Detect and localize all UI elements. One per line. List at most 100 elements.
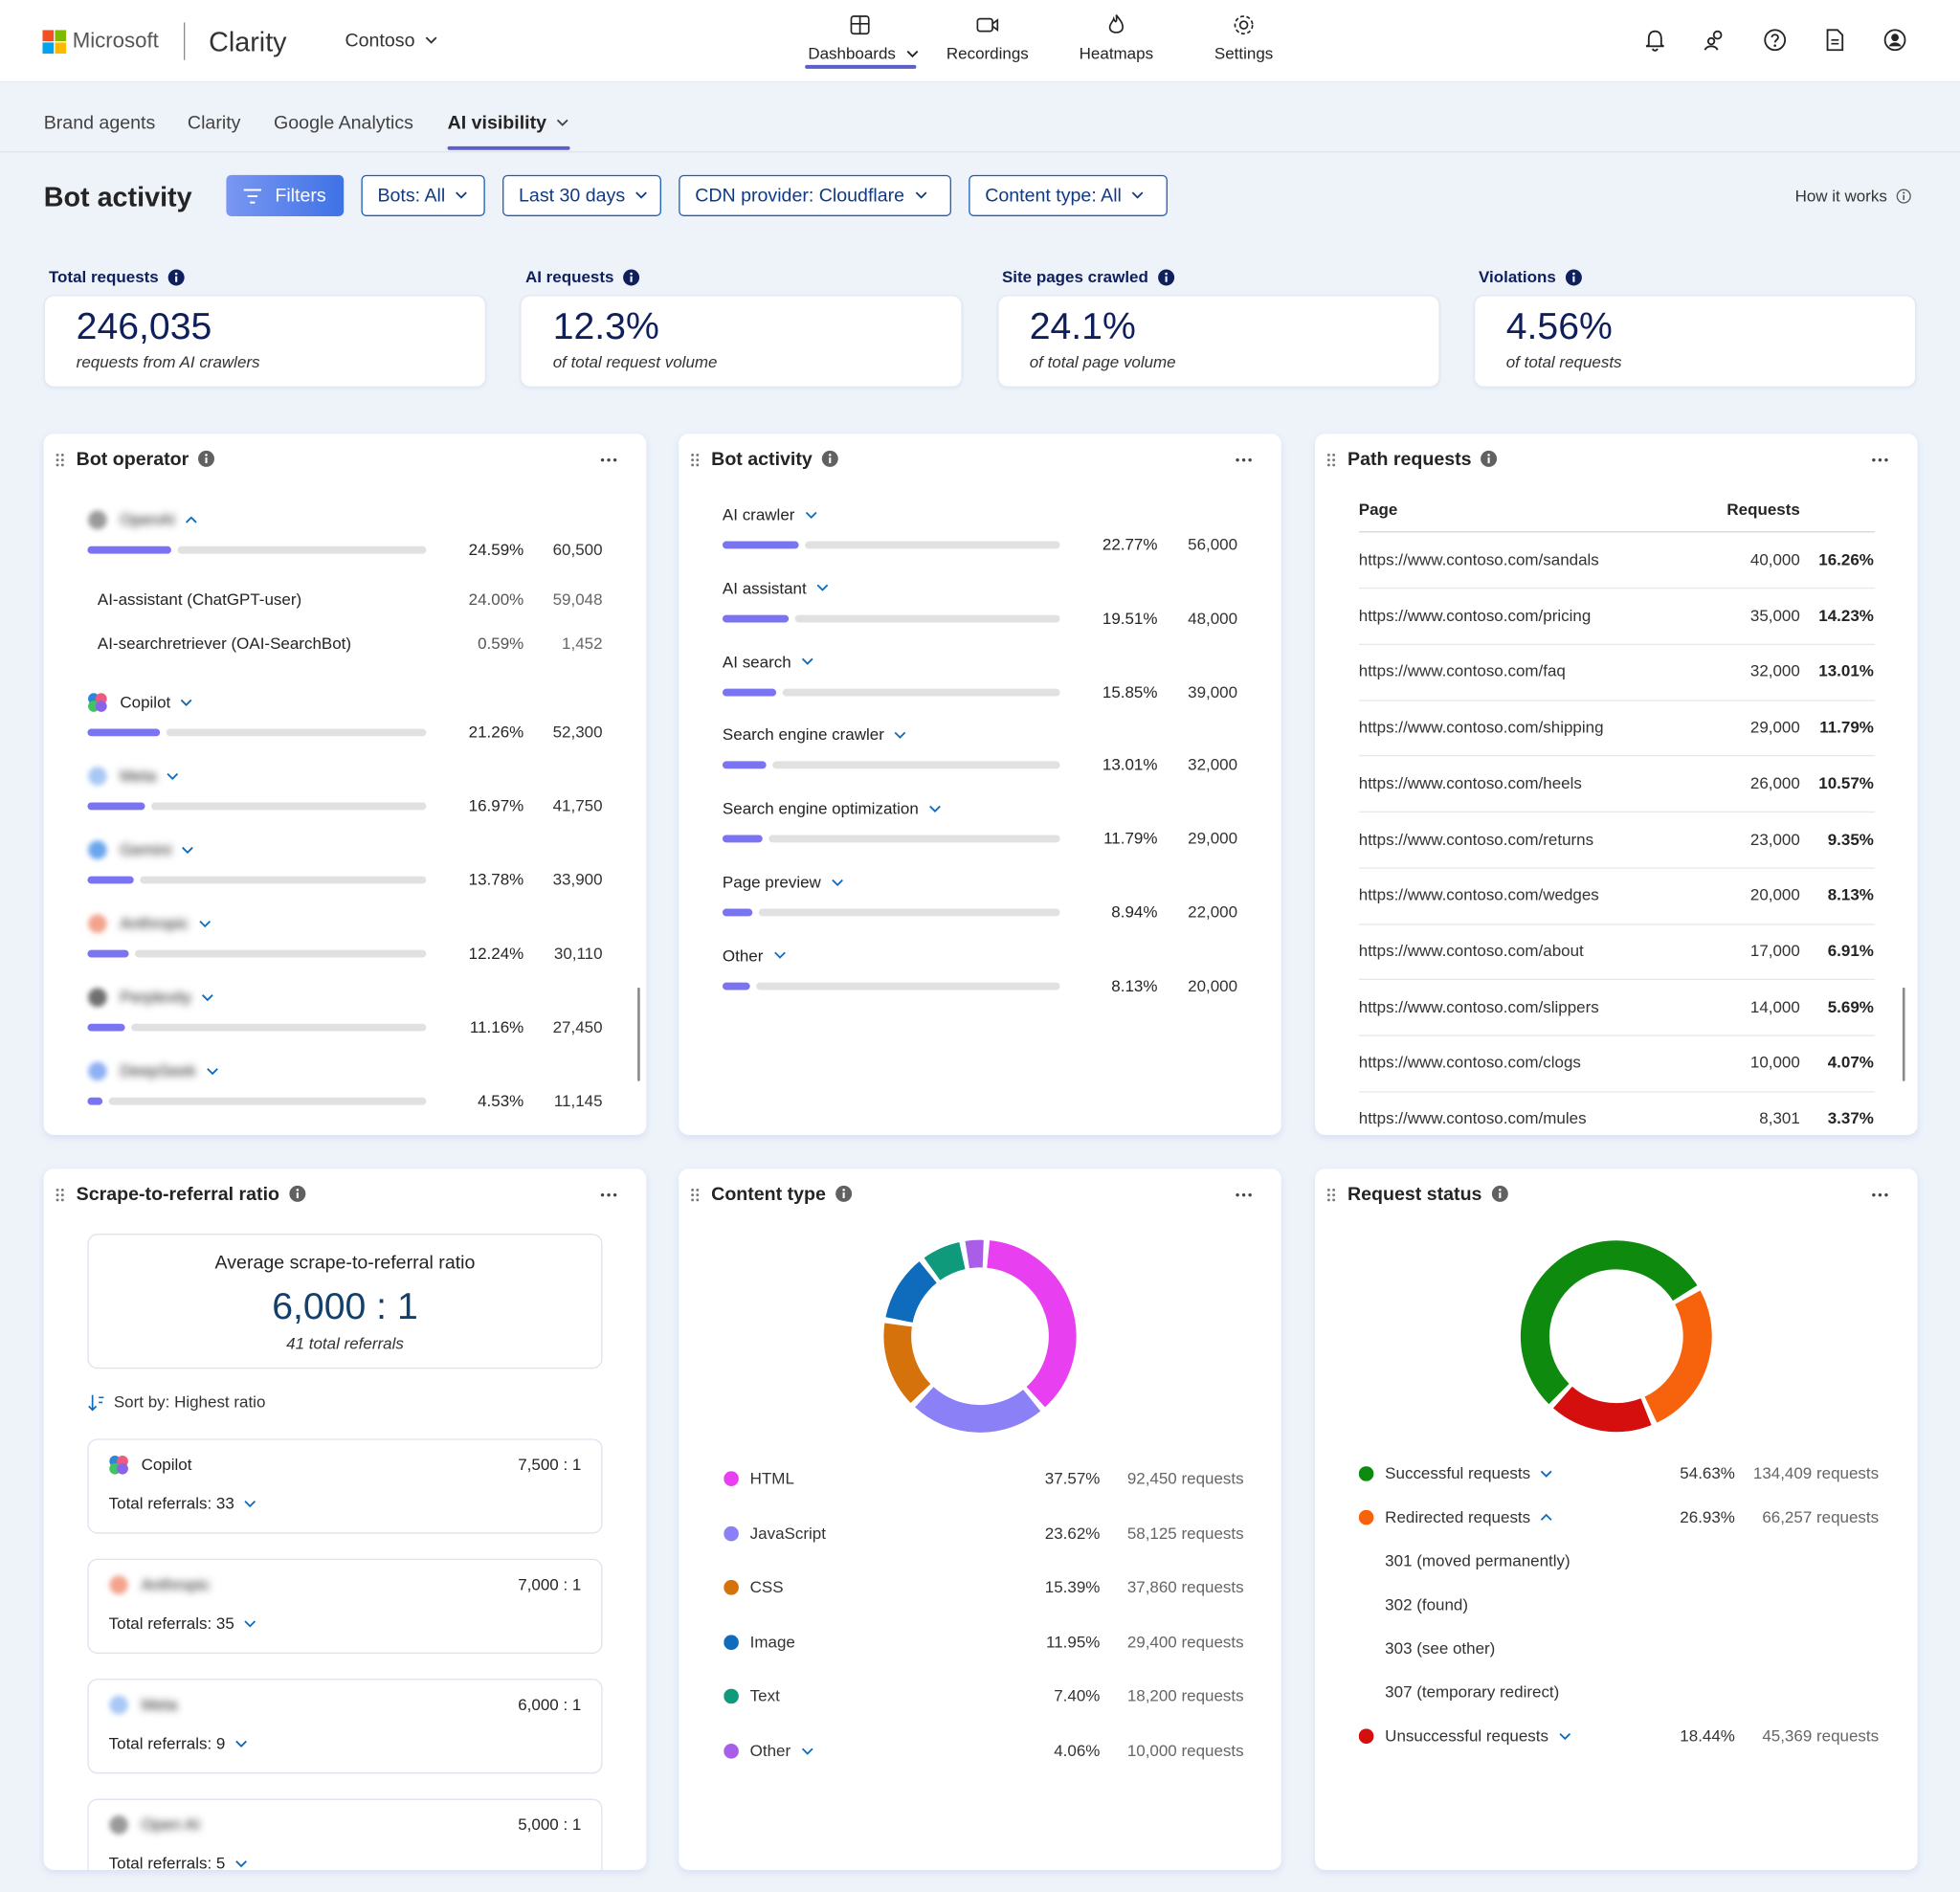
chevron[interactable] [1539,1509,1554,1525]
chevron[interactable] [179,695,194,710]
drag-handle[interactable] [1326,1188,1336,1203]
more-menu-part [1878,457,1882,462]
nav-item[interactable]: Recordings [946,43,1029,63]
chevron[interactable] [424,33,439,48]
nav-icon[interactable] [1233,13,1256,36]
drag-handle[interactable] [690,453,700,468]
more-menu[interactable] [1235,456,1252,464]
drag-handle-part [1332,1198,1336,1202]
kpi-card [43,295,487,388]
filters-button[interactable] [226,174,345,216]
chevron[interactable] [555,115,570,130]
chevron[interactable] [830,875,845,890]
chevron[interactable] [804,507,819,523]
referral-count: Total referrals: 5 [109,1851,250,1876]
how-it-works-link[interactable]: How it works [1795,184,1911,209]
filter-dropdown[interactable] [502,174,661,216]
chevron[interactable] [184,512,199,527]
filters-label[interactable]: Filters [275,185,326,207]
nav-icon[interactable] [1105,13,1128,36]
chevron[interactable] [454,188,469,203]
header-icon[interactable] [1763,28,1788,53]
drag-handle[interactable] [55,1188,64,1203]
chevron[interactable] [913,188,928,203]
chevron[interactable] [634,188,649,203]
nav-item[interactable]: Dashboards [364,41,1364,66]
chevron[interactable] [1130,188,1146,203]
filter-dropdown[interactable] [361,174,485,216]
chevron[interactable] [1557,1728,1572,1744]
operator-icon [109,1815,128,1835]
operator-count: 30,110 [553,944,603,963]
chevron[interactable] [243,1615,258,1631]
filter-dropdown[interactable] [679,174,951,216]
microsoft-logo [42,30,67,55]
operator-percent: 24.59% [468,540,524,559]
chevron-part [831,879,843,886]
chevron[interactable] [234,1736,250,1751]
chevron[interactable] [200,990,215,1005]
nav-item[interactable]: Settings [1214,43,1274,63]
more-menu[interactable] [600,1191,617,1199]
chevron[interactable] [893,727,908,743]
filter-dropdown-label[interactable]: CDN provider: Cloudflare [695,184,928,209]
legend-dot-part [724,1744,739,1759]
tab[interactable]: AI visibility [448,111,570,136]
request-percent: 16.26% [1818,549,1874,569]
drag-handle[interactable] [1326,453,1336,468]
drag-handle-part [691,1188,695,1191]
activity-count: 39,000 [1188,681,1238,701]
bar-track [176,545,427,554]
project-switcher[interactable]: Contoso [345,29,438,54]
header-icon[interactable] [1703,28,1727,53]
chevron-part [801,657,813,666]
nav-icon[interactable] [849,13,872,36]
panel-title: Request status [1348,1183,1508,1208]
referral-card [87,1798,603,1870]
tab[interactable]: Brand agents [43,112,156,134]
more-menu[interactable] [1871,456,1888,464]
sort-control[interactable]: Sort by: Highest ratio [113,1392,266,1412]
chevron[interactable] [800,654,815,669]
drag-handle-part [691,1193,695,1197]
chevron[interactable] [205,1063,220,1079]
filter-dropdown[interactable] [969,174,1168,216]
tab[interactable]: Clarity [187,112,241,134]
drag-handle-part [60,1188,64,1191]
chevron[interactable] [927,801,943,816]
more-menu[interactable] [600,456,617,464]
donut-segment [885,1261,938,1324]
info-icon-part [1165,276,1168,282]
chevron[interactable] [904,46,920,61]
nav-item[interactable]: Heatmaps [1079,43,1154,63]
chevron[interactable] [799,1743,814,1758]
chevron[interactable] [772,948,788,964]
chevron[interactable] [1539,1466,1554,1481]
chevron[interactable] [234,1856,250,1871]
referral-card [87,1558,603,1654]
chevron[interactable] [165,768,180,784]
more-menu-part [600,1192,605,1197]
operator-name-text: Anthropic [120,913,189,933]
more-menu[interactable] [1235,1191,1252,1199]
filter-dropdown-label[interactable]: Last 30 days [519,184,649,209]
header-icon[interactable] [1822,28,1847,53]
request-percent: 10.57% [1818,773,1874,792]
header-icon[interactable] [1882,28,1907,53]
legend-dot [724,1689,739,1704]
filter-dropdown-label[interactable]: Bots: All [377,184,469,209]
nav-icon[interactable] [976,13,999,36]
chevron[interactable] [180,842,195,857]
sort-icon[interactable] [87,1393,104,1412]
chevron[interactable] [815,581,831,596]
legend-dot-part [1358,1466,1374,1481]
filter-dropdown-label[interactable]: Content type: All [985,184,1145,209]
tab[interactable]: Google Analytics [274,112,413,134]
drag-handle[interactable] [690,1188,700,1203]
more-menu[interactable] [1871,1191,1888,1199]
chevron[interactable] [197,916,212,931]
chevron-part [244,1500,256,1507]
chevron[interactable] [243,1496,258,1511]
drag-handle[interactable] [55,453,64,468]
header-icon[interactable] [1642,28,1667,53]
